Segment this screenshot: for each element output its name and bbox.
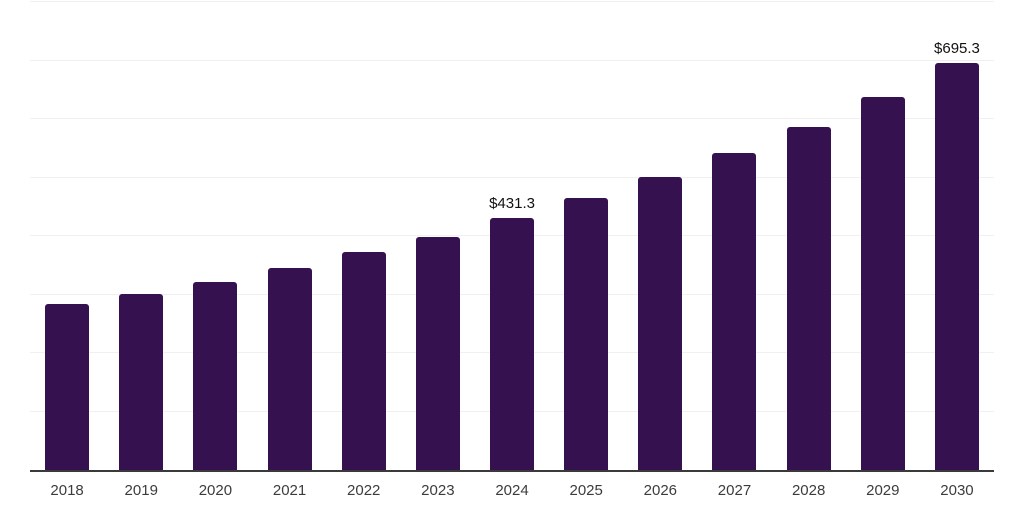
bar-slot-2022 — [327, 2, 401, 470]
x-tick-label-2024: 2024 — [495, 482, 529, 499]
x-tick-label-2026: 2026 — [643, 482, 678, 499]
gridline-700 — [30, 59, 994, 61]
x-tick-label-2023: 2023 — [421, 482, 455, 499]
bar-2023 — [415, 236, 460, 470]
bar-slot-2030: $695.3 — [920, 2, 994, 470]
bar-slot-2018 — [30, 2, 104, 470]
bar-2026 — [638, 176, 683, 470]
bar-2030 — [934, 63, 979, 470]
x-tick-label-2021: 2021 — [272, 482, 307, 499]
bar-slot-2028 — [772, 2, 846, 470]
bar-slot-2021 — [252, 2, 326, 470]
x-axis-labels: 2018 2019 2020 2021 2022 2023 2024 2025 2026 2027… — [30, 480, 994, 502]
bar-2021 — [267, 267, 312, 470]
bar-2022 — [341, 251, 386, 470]
bar-slot-2027 — [697, 2, 771, 470]
bar-slot-2024: $431.3 — [475, 2, 549, 470]
x-tick-label-2029: 2029 — [866, 482, 900, 499]
bar-slot-2026 — [623, 2, 697, 470]
x-tick-label-2022: 2022 — [347, 482, 381, 499]
x-tick-label-2028: 2028 — [791, 482, 826, 499]
bar-slot-2025 — [549, 2, 623, 470]
x-tick-label-2030: 2030 — [940, 482, 974, 499]
x-tick-label-2020: 2020 — [198, 482, 233, 499]
x-tick-label-2019: 2019 — [124, 482, 158, 499]
bar-2020 — [193, 281, 238, 470]
x-tick-label-2018: 2018 — [50, 482, 84, 499]
bar-slot-2019 — [104, 2, 178, 470]
bar-2027 — [712, 152, 757, 470]
bar-2025 — [564, 198, 609, 470]
gridline-800 — [30, 1, 994, 2]
bar-2019 — [119, 293, 164, 470]
bar-series: $431.3 $695.3 — [30, 2, 994, 470]
gridline-600 — [30, 118, 994, 119]
bar-2018 — [45, 304, 90, 470]
bar-2024 — [490, 217, 535, 470]
bar-slot-2029 — [846, 2, 920, 470]
bar-2029 — [860, 96, 905, 470]
bar-2028 — [786, 126, 831, 470]
plot-area: $431.3 $695.3 — [30, 1, 994, 472]
bar-value-label-2024: $431.3 — [489, 194, 535, 212]
gridline-500 — [30, 176, 994, 178]
bar-value-label-2030: $695.3 — [934, 40, 980, 58]
bar-slot-2020 — [178, 2, 252, 470]
bar-slot-2023 — [401, 2, 475, 470]
x-tick-label-2025: 2025 — [569, 482, 603, 499]
x-tick-label-2027: 2027 — [717, 482, 752, 499]
